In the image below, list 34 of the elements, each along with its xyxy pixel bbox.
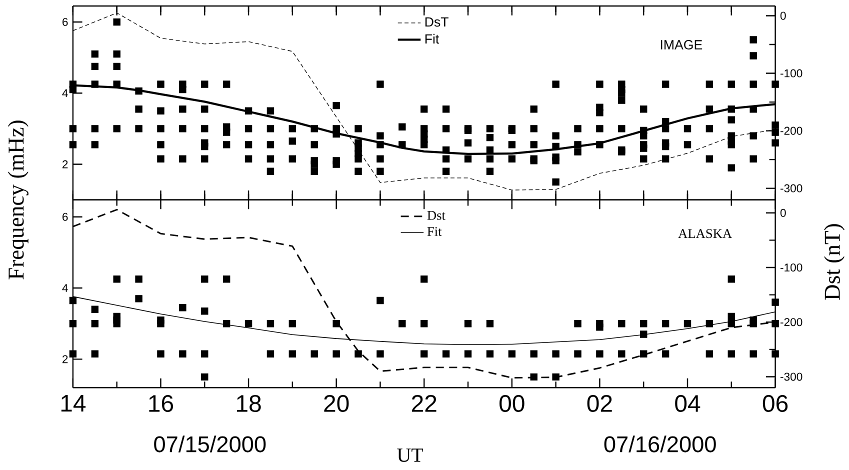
y2-tick-label: -200	[780, 318, 802, 326]
y2-tick-label: -200	[780, 127, 802, 136]
x-tick-label: 00	[500, 395, 524, 412]
legend-label: Fit	[425, 34, 440, 44]
text: 07/15/2000	[154, 436, 266, 453]
y2-axis-title: Dst (nT)	[824, 224, 845, 300]
annotation: ALASKA	[678, 229, 732, 238]
y2-tick-label: -300	[780, 372, 802, 381]
y-tick-label: 2	[62, 160, 68, 168]
y-tick-label: 4	[62, 89, 68, 98]
x-axis-title: UT	[397, 448, 424, 462]
y-tick-label: 6	[62, 18, 68, 26]
y-tick-label: 6	[62, 213, 68, 222]
text: 07/16/2000	[604, 436, 716, 453]
y-tick-label: 4	[62, 284, 68, 292]
x-tick-label: 06	[762, 395, 788, 412]
y2-tick-label: -100	[780, 70, 802, 78]
legend-label: DsT	[425, 18, 448, 27]
y2-tick-label: 0	[780, 12, 786, 20]
x-tick-label: 14	[61, 395, 86, 412]
annotation: IMAGE	[660, 40, 702, 50]
x-tick-label: 16	[149, 395, 174, 412]
y2-tick-label: -300	[780, 184, 802, 193]
x-tick-label: 20	[324, 395, 349, 412]
x-tick-label: 02	[587, 395, 612, 412]
y2-tick-label: 0	[780, 209, 786, 218]
legend-label: Dst	[427, 211, 446, 220]
x-tick-label: 18	[237, 395, 261, 412]
x-tick-label: 22	[412, 395, 436, 412]
y2-tick-label: -100	[780, 264, 802, 272]
y-axis-title: Frequency (mHz)	[8, 120, 28, 280]
x-tick-label: 04	[675, 395, 700, 412]
y-tick-label: 2	[62, 355, 68, 364]
legend-label: Fit	[427, 227, 442, 236]
